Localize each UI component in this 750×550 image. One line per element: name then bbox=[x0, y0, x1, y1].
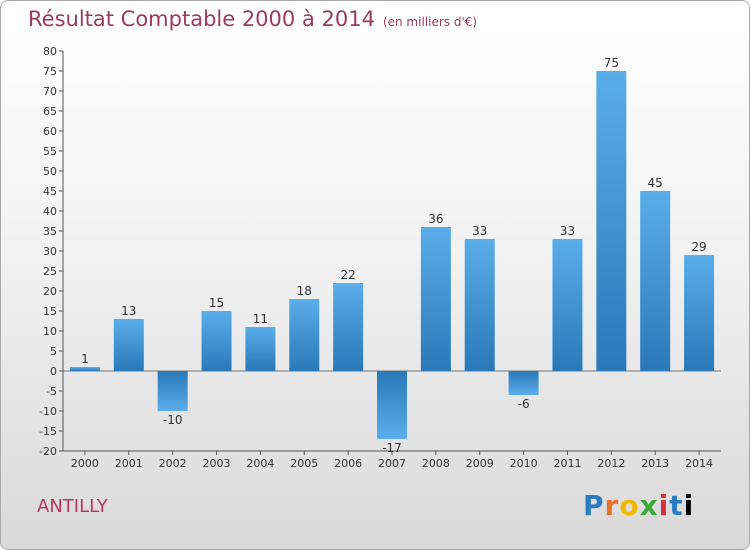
y-tick-label: 20 bbox=[43, 285, 57, 298]
x-tick-label: 2002 bbox=[159, 457, 187, 470]
logo-letter: i bbox=[658, 489, 670, 522]
x-tick-label: 2004 bbox=[246, 457, 274, 470]
bar-2006 bbox=[333, 283, 364, 371]
x-tick-label: 2013 bbox=[641, 457, 669, 470]
bar-2010 bbox=[508, 371, 539, 395]
x-tick-label: 2007 bbox=[378, 457, 406, 470]
bar-2000 bbox=[69, 367, 100, 371]
y-tick-label: 50 bbox=[43, 165, 57, 178]
bar-2011 bbox=[552, 239, 583, 371]
y-tick-label: -15 bbox=[39, 425, 57, 438]
y-tick-label: 30 bbox=[43, 245, 57, 258]
data-label: -17 bbox=[382, 441, 402, 455]
x-tick-label: 2010 bbox=[510, 457, 538, 470]
y-tick-label: 0 bbox=[50, 365, 57, 378]
y-tick-label: -5 bbox=[46, 385, 57, 398]
bar-2013 bbox=[640, 191, 671, 371]
x-tick-label: 2014 bbox=[685, 457, 713, 470]
y-tick-label: 75 bbox=[43, 65, 57, 78]
x-tick-label: 2003 bbox=[203, 457, 231, 470]
data-label: 75 bbox=[604, 56, 619, 70]
bar-2007 bbox=[377, 371, 407, 439]
data-label: -10 bbox=[163, 413, 183, 427]
bar-2009 bbox=[464, 239, 495, 371]
data-label: 13 bbox=[121, 304, 136, 318]
y-tick-label: 15 bbox=[43, 305, 57, 318]
x-tick-label: 2001 bbox=[115, 457, 143, 470]
x-tick-label: 2000 bbox=[71, 457, 99, 470]
bar-2012 bbox=[596, 71, 627, 371]
proxiti-logo: Proxiti bbox=[583, 489, 694, 522]
chart-title-text: Résultat Comptable 2000 à 2014 bbox=[28, 7, 375, 31]
y-tick-label: 55 bbox=[43, 145, 57, 158]
y-tick-label: 65 bbox=[43, 105, 57, 118]
y-tick-label: 10 bbox=[43, 325, 57, 338]
commune-name: ANTILLY bbox=[37, 496, 108, 517]
y-tick-label: -10 bbox=[39, 405, 57, 418]
y-tick-label: 70 bbox=[43, 85, 57, 98]
logo-letter: r bbox=[604, 489, 620, 522]
logo-letter: i bbox=[683, 489, 695, 522]
data-label: 22 bbox=[340, 268, 355, 282]
data-label: 45 bbox=[648, 176, 663, 190]
y-tick-label: 80 bbox=[43, 45, 57, 58]
data-label: 33 bbox=[560, 224, 575, 238]
logo-letter: x bbox=[639, 489, 659, 522]
x-tick-label: 2006 bbox=[334, 457, 362, 470]
bar-2008 bbox=[420, 227, 451, 371]
y-tick-label: -20 bbox=[39, 445, 57, 458]
chart-title: Résultat Comptable 2000 à 2014 (en millie… bbox=[28, 7, 477, 31]
y-tick-label: 5 bbox=[50, 345, 57, 358]
logo-letter: o bbox=[619, 489, 640, 522]
x-tick-label: 2009 bbox=[466, 457, 494, 470]
logo-letter: P bbox=[583, 489, 605, 522]
bar-2004 bbox=[245, 327, 276, 371]
data-label: 18 bbox=[297, 284, 312, 298]
data-label: 1 bbox=[81, 352, 89, 366]
data-label: 29 bbox=[691, 240, 706, 254]
y-tick-label: 60 bbox=[43, 125, 57, 138]
data-label: -6 bbox=[518, 397, 530, 411]
data-label: 36 bbox=[428, 212, 443, 226]
chart-unit: (en milliers d'€) bbox=[382, 15, 478, 29]
y-tick-label: 35 bbox=[43, 225, 57, 238]
x-tick-label: 2011 bbox=[553, 457, 581, 470]
bar-2001 bbox=[113, 319, 144, 371]
data-label: 11 bbox=[253, 312, 268, 326]
x-tick-label: 2005 bbox=[290, 457, 318, 470]
x-tick-label: 2012 bbox=[597, 457, 625, 470]
logo-letter: t bbox=[669, 489, 684, 522]
bar-2003 bbox=[201, 311, 232, 371]
data-label: 33 bbox=[472, 224, 487, 238]
data-label: 15 bbox=[209, 296, 224, 310]
bar-2005 bbox=[289, 299, 320, 371]
y-tick-label: 25 bbox=[43, 265, 57, 278]
bar-2014 bbox=[684, 255, 715, 371]
bar-2002 bbox=[157, 371, 188, 411]
y-tick-label: 45 bbox=[43, 185, 57, 198]
x-tick-label: 2008 bbox=[422, 457, 450, 470]
y-tick-label: 40 bbox=[43, 205, 57, 218]
